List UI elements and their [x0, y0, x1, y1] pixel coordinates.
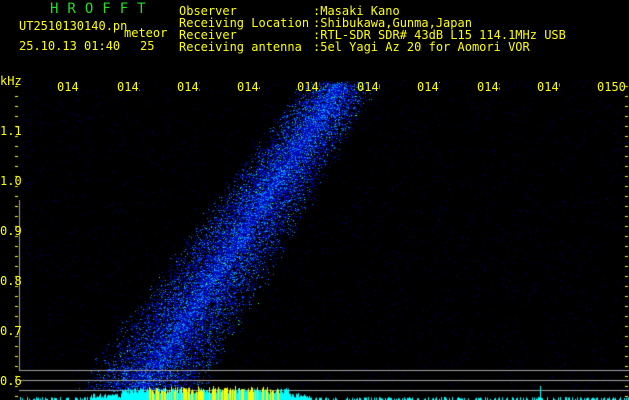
x-tick-label: 0141: [57, 80, 80, 94]
x-tick-label: 0147: [417, 80, 440, 94]
y-tick-label: 0.7: [0, 324, 22, 338]
x-tick-label: 0144: [237, 80, 260, 94]
receiver-label: Receiver: [179, 28, 237, 42]
x-tick-label: 0143: [177, 80, 200, 94]
filename: UT2510130140.pn: [19, 19, 128, 33]
location-label: Receiving Location: [179, 16, 310, 30]
y-axis-unit: kHz: [0, 74, 22, 88]
observer-label: Observer: [179, 4, 237, 18]
y-tick-label: 1.0: [0, 174, 22, 188]
x-tick-label: 0148: [477, 80, 500, 94]
y-tick-label: 0.6: [0, 374, 22, 388]
x-tick-label: 0149: [537, 80, 560, 94]
location-value: :Shibukawa,Gunma,Japan: [313, 16, 472, 30]
x-tick-label: 0145: [297, 80, 320, 94]
y-tick-label: 1.1: [0, 124, 22, 138]
app-title: HROFFT: [50, 1, 155, 17]
x-tick-label: 0150: [597, 80, 626, 94]
x-tick-label: 0142: [117, 80, 140, 94]
meteor-count: 25: [140, 39, 155, 53]
x-tick-label: 0146: [357, 80, 380, 94]
receiver-value: :RTL-SDR SDR# 43dB L15 114.1MHz USB: [313, 28, 566, 42]
y-tick-label: 0.8: [0, 274, 22, 288]
y-tick-label: 0.9: [0, 224, 22, 238]
antenna-label: Receiving antenna: [179, 40, 302, 54]
observer-value: :Masaki Kano: [313, 4, 400, 18]
datetime: 25.10.13 01:40: [19, 39, 121, 53]
antenna-value: :5el Yagi Az 20 for Aomori VOR: [313, 40, 530, 54]
meteor-label: meteor: [124, 26, 168, 40]
